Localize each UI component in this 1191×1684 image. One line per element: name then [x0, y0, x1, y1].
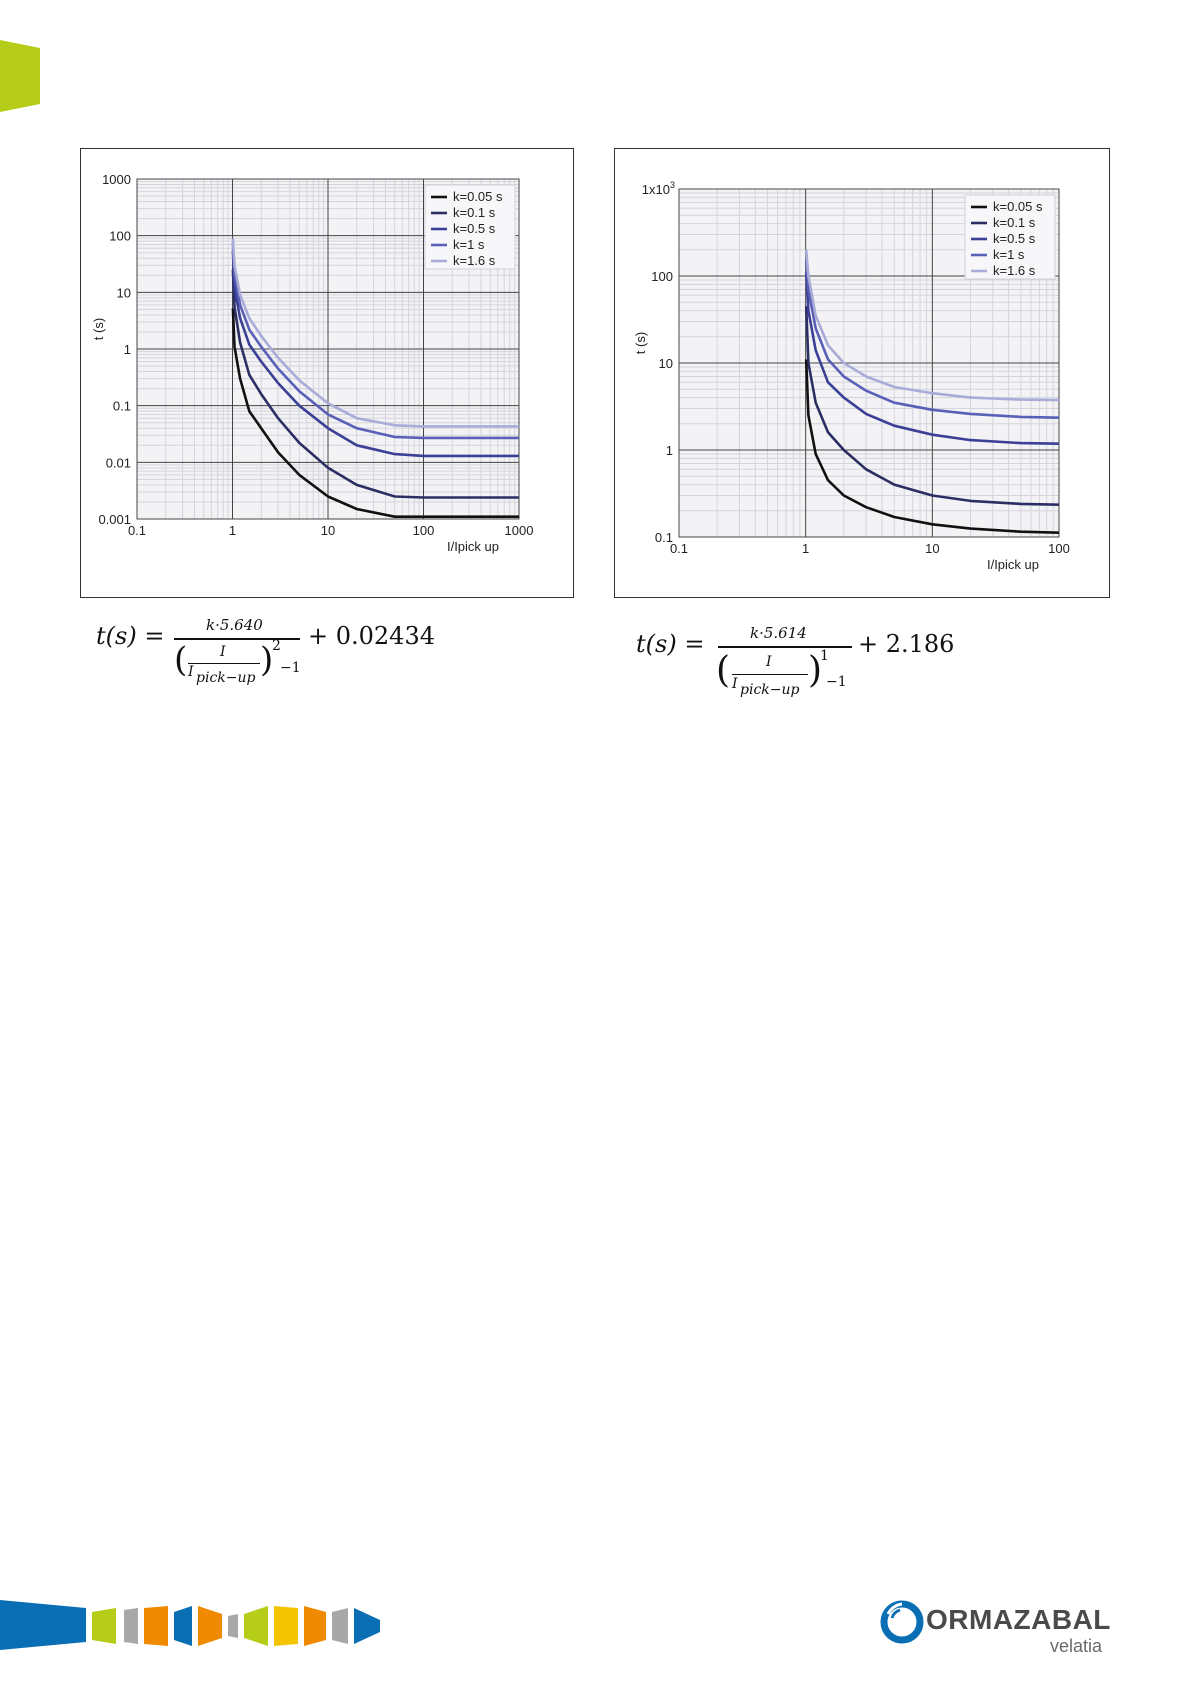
chart-left-legend-label: k=1.6 s	[453, 253, 496, 268]
formula-left-numerator: k·5.640	[206, 616, 263, 634]
chart-left-legend-label: k=0.05 s	[453, 189, 503, 204]
chart-right-y-tick-label: 100	[651, 269, 673, 284]
chart-left-x-tick-label: 100	[413, 523, 435, 538]
formula-left-inner-num: I	[220, 644, 226, 660]
footer-stripe-decoration	[0, 1600, 380, 1650]
formula-left-exponent: 2	[272, 638, 281, 654]
chart-left-x-tick-label: 1000	[505, 523, 534, 538]
chart-left-series-line-3	[231, 250, 519, 458]
formula-right-fraction-bar	[718, 646, 852, 648]
chart-left-legend-label: k=0.5 s	[453, 221, 496, 236]
chart-right-legend-label: k=0.1 s	[993, 215, 1036, 230]
formula-left-close-paren: )	[260, 640, 274, 680]
chart-right-legend-label: k=1 s	[993, 247, 1025, 262]
chart-right-x-tick-label: 1	[802, 541, 809, 556]
chart-left-series-line-1	[231, 308, 519, 518]
chart-right-frame: 0.1 1 10 100 1x103 100 10 1 0.1 I/Ipick up t (s) k=…	[614, 148, 1110, 598]
chart-left-series-line-5	[231, 238, 519, 428]
formula-left-lhs: t(s) =	[96, 622, 165, 650]
chart-left-y-tick-label: 1000	[102, 172, 131, 187]
formula-right-inner-bar	[732, 674, 808, 675]
chart-left-series-line-4	[231, 242, 519, 440]
chart-left-y-axis-title: t (s)	[91, 318, 106, 340]
chart-right-x-axis-title: I/Ipick up	[987, 557, 1039, 572]
chart-left-y-tick-label: 0.1	[113, 399, 131, 414]
chart-left-legend: k=0.05 sk=0.1 sk=0.5 sk=1 sk=1.6 s	[424, 184, 516, 270]
chart-left-svg: 0.1 1 10 100 1000 1000 100 10 1 0.1 0.01 0.001 I/Ipi…	[91, 172, 534, 554]
chart-left-x-tick-label: 10	[321, 523, 335, 538]
chart-left-legend-label: k=1 s	[453, 237, 485, 252]
chart-right-legend: k=0.05 sk=0.1 sk=0.5 sk=1 sk=1.6 s	[964, 194, 1056, 280]
formula-right-inner-den-sub: pick−up	[740, 682, 800, 698]
chart-left-y-tick-label: 0.01	[106, 455, 131, 470]
chart-right-series-line-3	[804, 272, 1060, 445]
formula-left-inner-den: I	[188, 664, 194, 680]
chart-right-legend-label: k=0.05 s	[993, 199, 1043, 214]
chart-left-x-tick-label: 1	[229, 523, 236, 538]
formula-left: t(s) = k·5.640 ( I I pick−up ) 2 −1 + 0.…	[96, 610, 436, 690]
formula-left-inner-den-sub: pick−up	[196, 670, 256, 686]
ormazabal-logo: ORMAZABAL velatia	[880, 1598, 1110, 1658]
formula-right-minus-one: −1	[826, 674, 847, 690]
chart-left-legend-box	[424, 184, 516, 270]
chart-right-y-axis-title: t (s)	[633, 332, 648, 354]
chart-right-series-line-5	[804, 249, 1060, 402]
chart-left-major-grid	[136, 178, 520, 520]
chart-right-x-tick-label: 10	[925, 541, 939, 556]
formula-left-plus-const: + 0.02434	[308, 622, 435, 650]
chart-right-series-line-4	[804, 260, 1060, 419]
chart-left-x-axis-title: I/Ipick up	[447, 539, 499, 554]
chart-right-legend-label: k=1.6 s	[993, 263, 1036, 278]
chart-left-y-tick-label: 100	[109, 229, 131, 244]
formula-left-minus-one: −1	[280, 660, 301, 676]
chart-right-series-line-2	[804, 306, 1060, 506]
chart-left-y-tick-label: 10	[117, 285, 131, 300]
formula-right: t(s) = k·5.614 ( I I pick−up ) 1 −1 + 2.…	[636, 618, 966, 708]
ormazabal-logo-mark-icon	[880, 1600, 924, 1644]
formula-left-fraction-bar	[174, 638, 300, 640]
chart-left-frame: 0.1 1 10 100 1000 1000 100 10 1 0.1 0.01 0.001 I/Ipi…	[80, 148, 574, 598]
chart-right-y-tick-label-top: 1x103	[642, 180, 675, 197]
corner-tab-decoration	[0, 40, 40, 112]
formula-right-inner-num: I	[766, 654, 772, 670]
logo-wordmark: ORMAZABAL	[926, 1604, 1111, 1635]
chart-right-x-tick-label: 0.1	[670, 541, 688, 556]
chart-left-legend-label: k=0.1 s	[453, 205, 496, 220]
chart-right-legend-label: k=0.5 s	[993, 231, 1036, 246]
formula-right-open-paren: (	[716, 650, 731, 691]
chart-right-svg: 0.1 1 10 100 1x103 100 10 1 0.1 I/Ipick up t (s) k=…	[633, 180, 1070, 572]
chart-right-y-tick-label: 0.1	[655, 530, 673, 545]
chart-left-y-tick-label: 0.001	[98, 512, 131, 527]
formula-right-plus-const: + 2.186	[858, 630, 955, 658]
chart-right-y-tick-label-top-exponent: 3	[670, 180, 675, 190]
formula-right-close-paren: )	[808, 650, 823, 691]
formula-left-inner-bar	[188, 663, 260, 664]
chart-right-y-tick-label: 10	[659, 356, 673, 371]
formula-right-exponent: 1	[820, 648, 829, 664]
chart-right-legend-box	[964, 194, 1056, 280]
chart-left-y-tick-label: 1	[124, 342, 131, 357]
chart-left-series-line-2	[231, 269, 519, 499]
formula-right-numerator: k·5.614	[750, 624, 807, 642]
chart-right-y-tick-label: 1	[666, 443, 673, 458]
formula-left-open-paren: (	[174, 640, 188, 680]
logo-subtitle: velatia	[1050, 1636, 1103, 1656]
chart-right-x-tick-label: 100	[1048, 541, 1070, 556]
chart-right-series-line-1	[804, 359, 1060, 534]
formula-right-inner-den: I	[732, 676, 738, 692]
chart-left-x-tick-label: 0.1	[128, 523, 146, 538]
formula-right-lhs: t(s) =	[636, 630, 705, 658]
